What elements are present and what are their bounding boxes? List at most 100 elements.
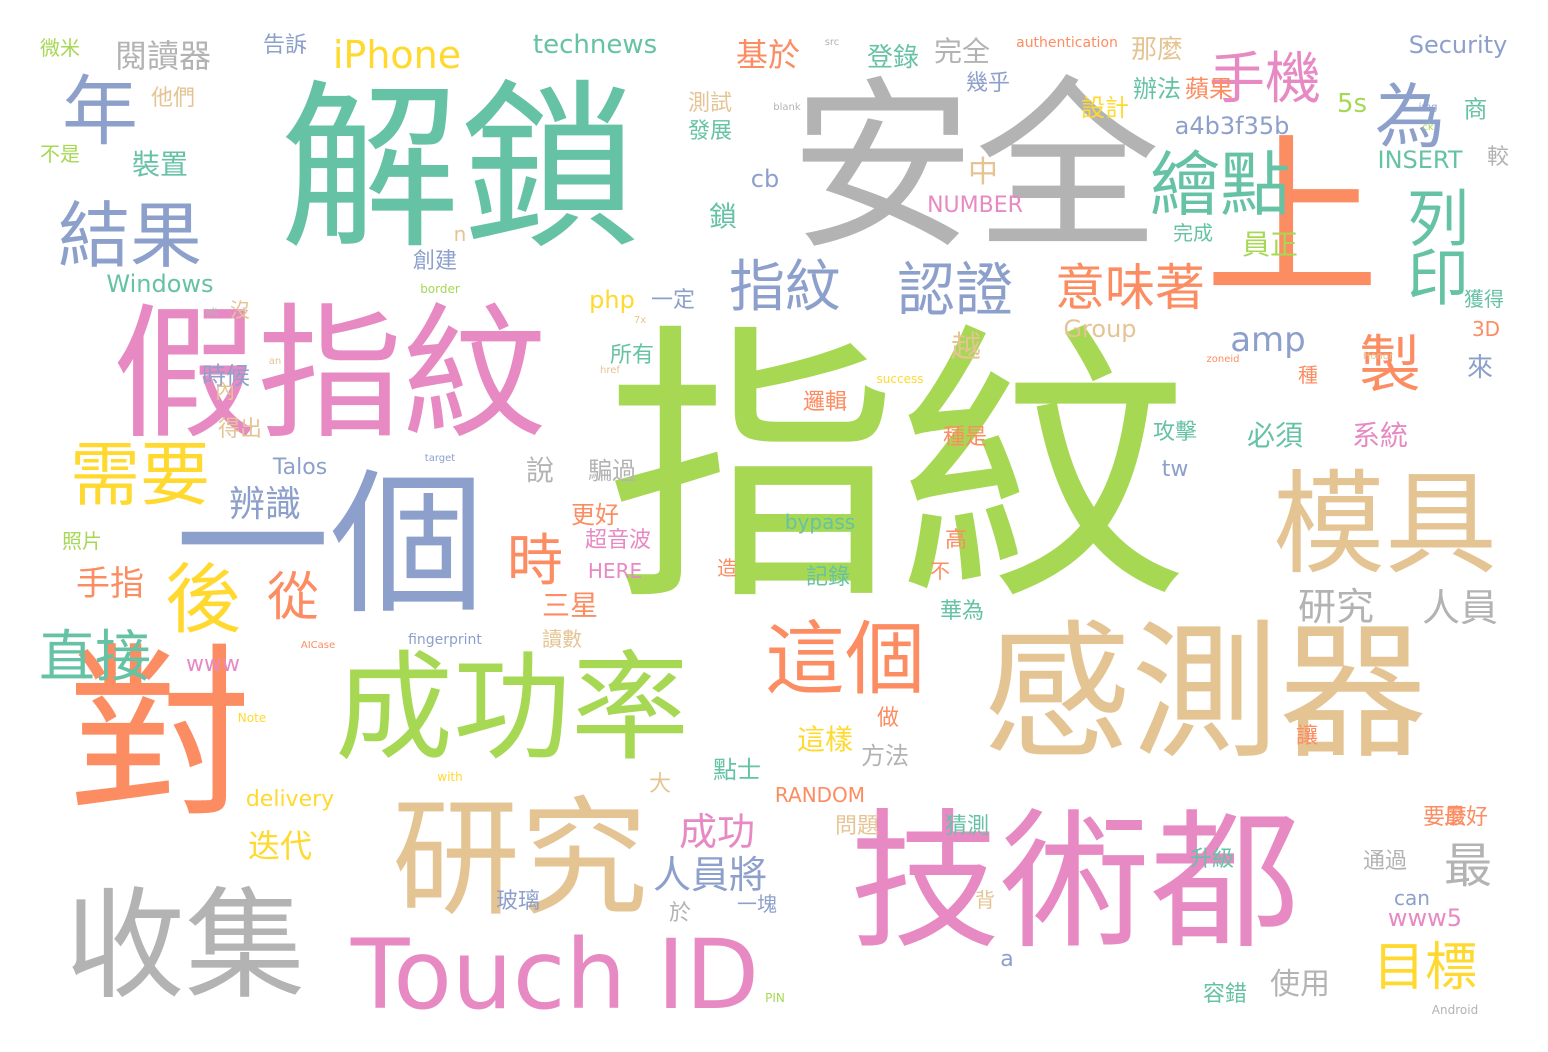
word-banfa: 辦法 [1133,75,1181,103]
word-here: HERE [587,559,643,583]
word-zuihao: 最好 [1443,805,1489,830]
word-7x: 7x [633,315,647,326]
word-tamen: 他們 [150,86,196,111]
word-honor: Honor [1362,351,1394,362]
word-ganceqi: 感測器 [983,607,1427,779]
word-number: NUMBER [927,193,1023,218]
word-lai: 來 [1466,353,1494,383]
word-gaosu: 告訴 [262,33,308,58]
word-random: RANDOM [774,783,866,807]
word-amp: amp [1230,320,1306,360]
word-target: target [424,453,456,464]
word-jiyu: 基於 [735,36,801,74]
word-dechu: 得出 [217,417,263,442]
word-jiesuo: 解鎖 [279,65,641,274]
word-fangfa: 方法 [861,742,909,770]
word-alt: alt [205,307,219,318]
word-mubiao: 目標 [1372,938,1478,998]
word-blank: blank [773,102,801,113]
word-shuo: 說 [525,454,555,487]
word-jihu: 幾乎 [965,71,1011,96]
word-renyuanjiang: 人員將 [652,853,768,897]
word-www: www [186,652,240,677]
word-ceshi: 測試 [687,91,733,116]
word-android: Android [1431,1003,1479,1017]
word-cong: 從 [266,568,320,628]
word-dushu: 讀數 [542,627,582,651]
word-iphone: iPhone [332,33,462,77]
word-ck: ck [1422,122,1434,133]
word-yueduqi: 閱讀器 [114,37,212,75]
word-zao: 造 [717,556,737,580]
word-jilu: 記錄 [805,565,851,590]
word-jiao: 較 [1486,145,1510,170]
word-diedai: 迭代 [247,827,313,865]
word-with: with [437,770,463,784]
word-name: 那麼 [1130,35,1184,65]
word-zhaopian: 照片 [62,529,102,553]
word-dianshi: 點士 [713,756,761,784]
word-fazhan: 發展 [687,119,733,144]
word-yue: 越 [951,330,981,365]
word-zheyang: 這樣 [796,723,854,756]
word-pianguo: 騙過 [588,457,636,485]
word-zhuangzhi: 裝置 [131,148,189,181]
word-jiazhiwen: 假指紋 [112,290,548,460]
word-group: Group [1063,315,1137,343]
word-shiyong: 使用 [1270,967,1330,1002]
word-zhong-kind: 種 [1298,363,1318,387]
word-chenggong: 成功 [678,810,756,854]
word-nian: 年 [62,67,138,156]
word-cb: cb [750,165,780,193]
word-shouzhi: 手指 [76,564,144,604]
word-zhi-make: 製 [1358,328,1422,401]
word-huawei: 華為 [939,599,985,624]
word-sanxing: 三星 [541,589,599,622]
word-renzheng: 認證 [896,256,1014,324]
word-weimi: 微米 [40,36,80,60]
word-yu: 於 [668,901,692,926]
word-anquan: 安全 [790,59,1160,276]
word-n: n [453,222,467,246]
word-5s: 5s [1336,89,1368,119]
word-pin: PIN [765,991,785,1005]
word-gao: 高 [944,528,968,553]
word-dui: 對 [67,626,253,843]
word-yuanzheng: 員正 [1241,228,1299,261]
word-img: img [1418,102,1438,113]
word-src: src [824,37,840,48]
word-chuangjian: 創建 [412,249,458,274]
word-wei: 為 [1375,76,1445,158]
word-suoyou: 所有 [609,343,655,368]
word-rang: 讓 [1295,724,1319,749]
word-yaome: 要麼 [1422,805,1468,830]
word-sheji: 設計 [1081,94,1129,122]
word-insert: INSERT [1377,146,1463,174]
word-an: an [268,356,282,367]
word-da: 大 [648,772,672,797]
word-shang: 上 [1204,118,1380,322]
word-zuo: 做 [876,706,900,731]
word-bypass: bypass [784,510,856,534]
word-a4b3f35b: a4b3f35b [1174,112,1290,140]
word-shang-merchant: 商 [1459,96,1487,120]
word-bianshi: 辨識 [228,484,302,525]
word-gongji: 攻擊 [1152,420,1198,445]
word-technews: technews [532,30,658,60]
word-muju: 模具 [1273,460,1497,590]
word-shouji-collect: 收集 [65,877,305,1016]
word-can: can [1394,886,1430,910]
word-renyuan: 人員 [1421,586,1499,630]
word-zhiwen-small: 指紋 [729,255,841,320]
word-php: php [589,286,635,314]
word-wenti: 問題 [834,814,880,839]
word-bei: 背 [975,888,995,912]
word-yikuai: 一塊 [737,892,777,916]
word-wanquan: 完全 [933,35,991,68]
word-3d: 3D [1471,317,1501,341]
word-success: success [876,372,924,386]
word-border: border [420,282,460,296]
word-fingerprint: fingerprint [408,632,482,648]
word-wancheng: 完成 [1173,221,1213,245]
word-yanjiu-large: 研究 [391,785,649,934]
